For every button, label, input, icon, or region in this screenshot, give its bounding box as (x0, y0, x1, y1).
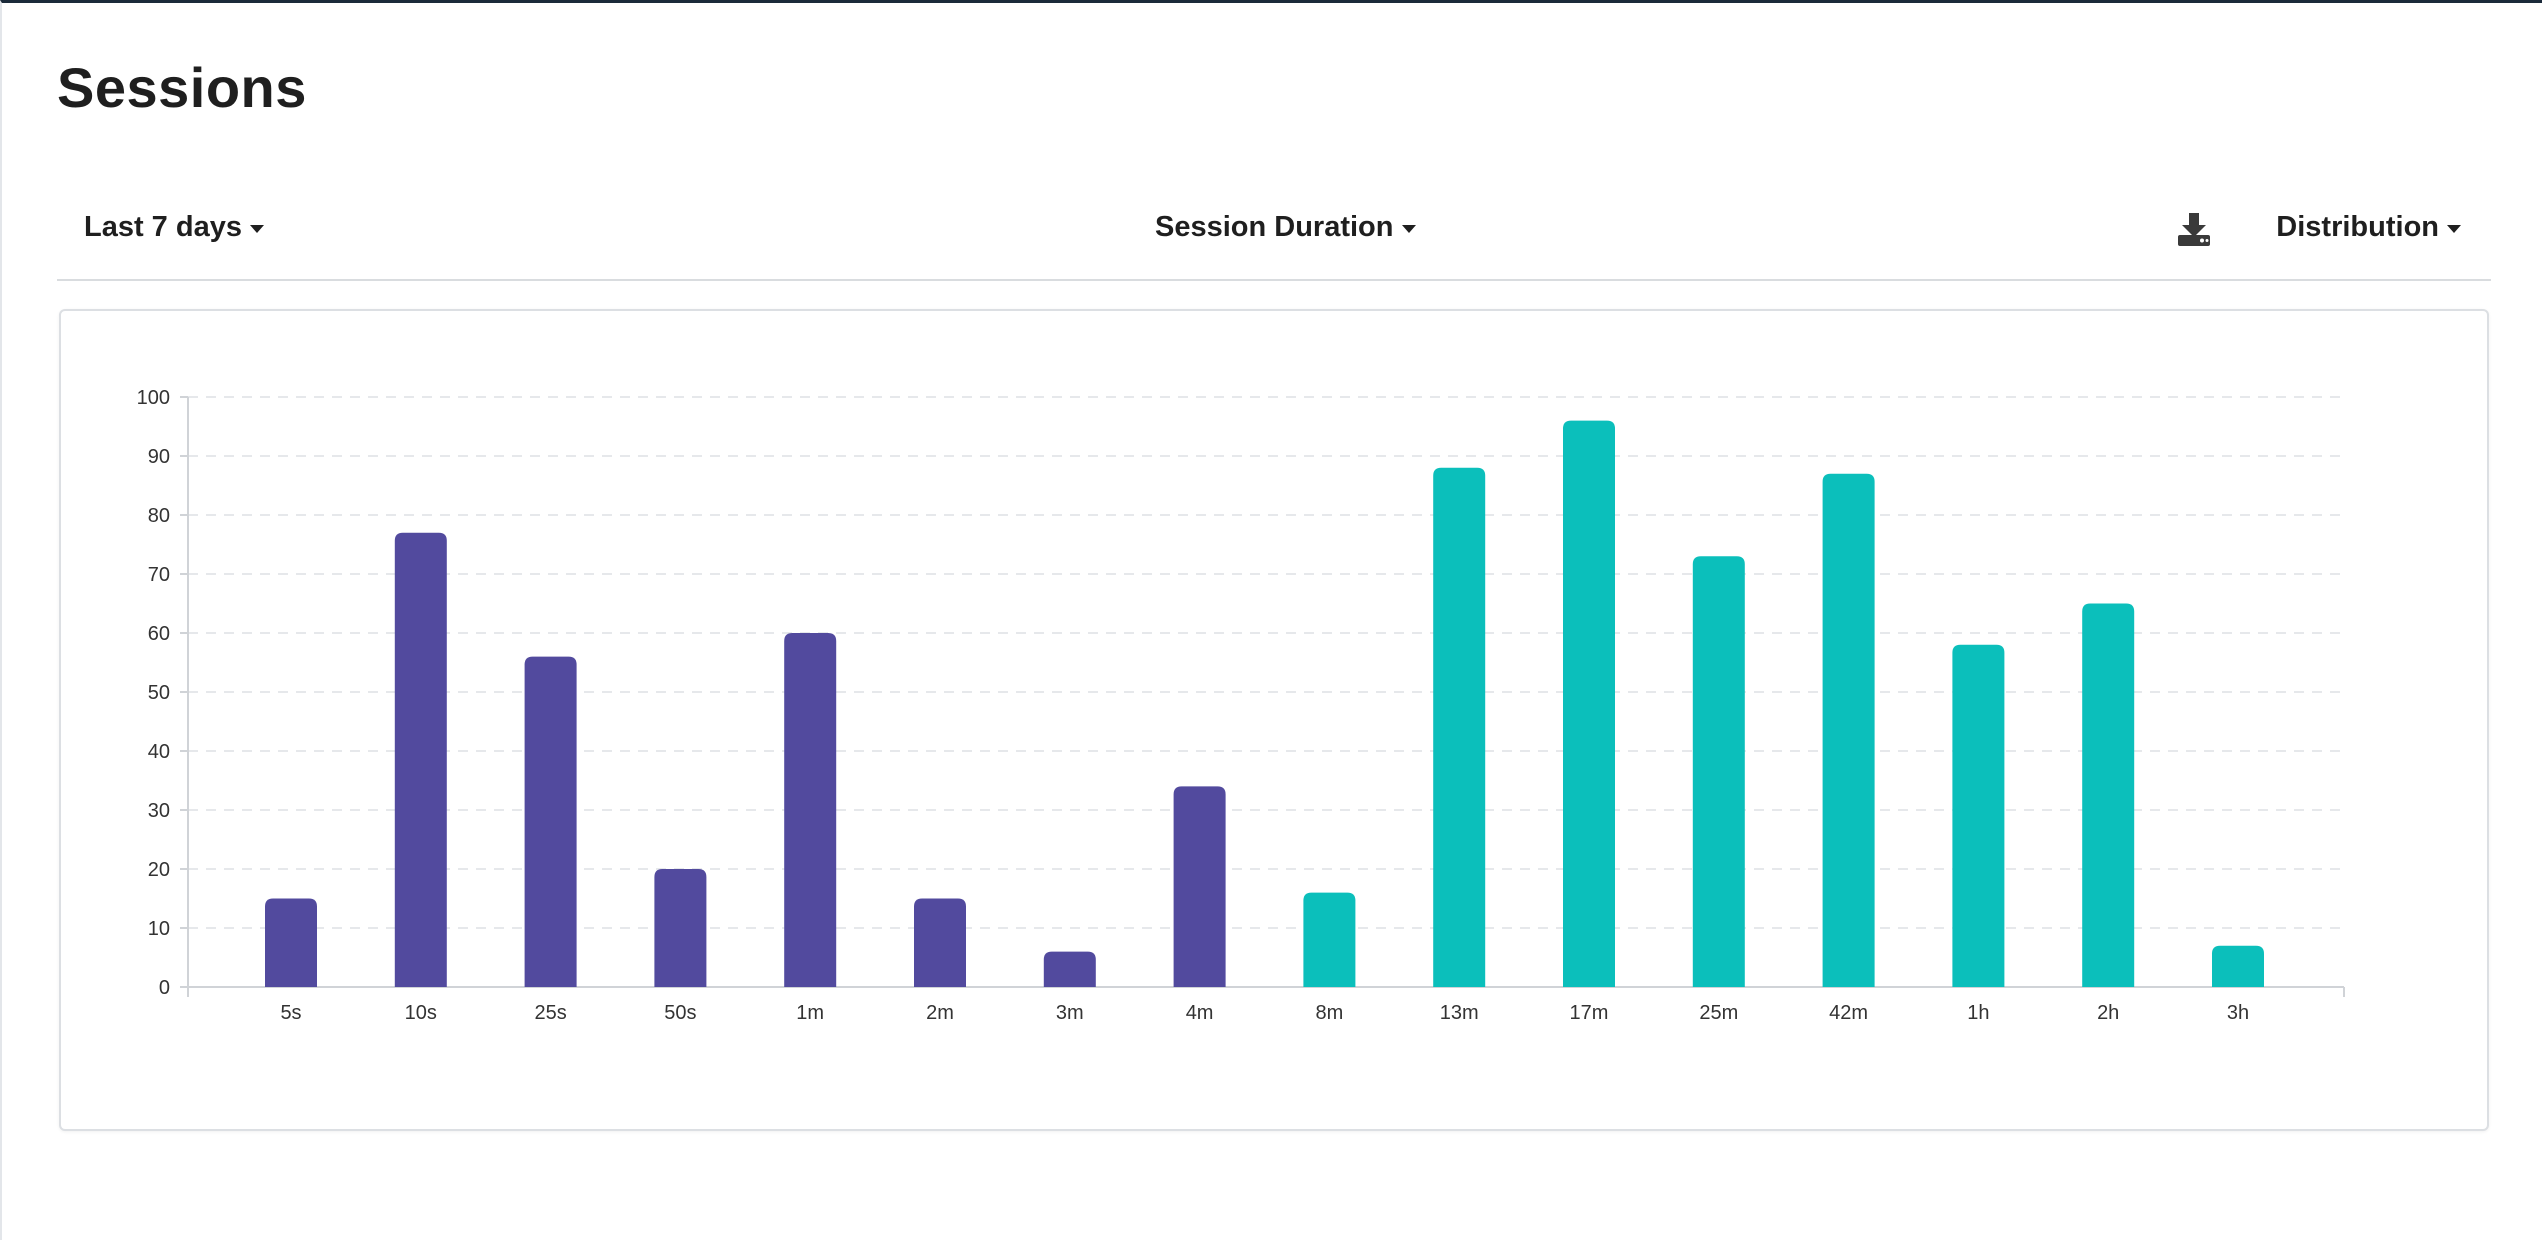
bar-13m (1433, 467, 1486, 987)
metric-label: Session Duration (1155, 211, 1394, 243)
y-tick-label: 100 (137, 387, 170, 409)
bar-8m (1303, 892, 1356, 987)
x-tick-label: 50s (664, 1002, 696, 1024)
page-title: Sessions (57, 56, 307, 119)
y-tick-label: 90 (148, 446, 170, 468)
download-button[interactable] (2177, 211, 2211, 247)
caret-down-icon (1401, 225, 1416, 233)
distribution-bar-chart: 0 10 20 30 40 50 60 70 80 90 100 5s 10s 25s 50s 1m 2m 3m 4… (137, 387, 2345, 1024)
y-tick-label: 50 (148, 682, 170, 704)
x-tick-label: 5s (280, 1002, 301, 1024)
x-tick-label: 1h (1967, 1002, 1989, 1024)
x-tick-label: 3h (2227, 1002, 2249, 1024)
bar-5s (265, 898, 317, 987)
x-tick-label: 1m (796, 1002, 824, 1024)
x-tick-label: 25m (1699, 1002, 1738, 1024)
bar-3m (1043, 951, 1096, 987)
bar-42m (1822, 473, 1875, 987)
date-range-dropdown[interactable]: Last 7 days (84, 211, 264, 244)
download-icon (2178, 213, 2210, 246)
y-tick-label: 0 (159, 977, 170, 999)
view-dropdown[interactable]: Distribution (2276, 211, 2461, 244)
x-tick-label: 17m (1570, 1002, 1609, 1024)
x-tick-label: 2h (2097, 1002, 2119, 1024)
x-tick-label: 8m (1316, 1002, 1344, 1024)
bar-2m (914, 898, 966, 987)
y-tick-label: 80 (148, 505, 170, 527)
x-tick-label: 13m (1440, 1002, 1479, 1024)
y-tick-label: 60 (148, 623, 170, 645)
caret-down-icon (2447, 225, 2461, 233)
x-tick-label: 3m (1056, 1002, 1084, 1024)
y-tick-label: 10 (148, 918, 170, 940)
bar-25s (524, 656, 577, 987)
toolbar: Last 7 days Session Duration Distributio… (57, 193, 2491, 281)
x-tick-label: 2m (926, 1002, 954, 1024)
bar-1h (1952, 644, 2005, 987)
bar-1m (784, 633, 837, 987)
bar-4m (1173, 786, 1226, 987)
bar-25m (1692, 556, 1745, 987)
x-tick-label: 10s (405, 1002, 437, 1024)
chart-card: 0 10 20 30 40 50 60 70 80 90 100 5s 10s 25s 50s 1m 2m 3m 4… (59, 309, 2489, 1131)
y-tick-label: 40 (148, 741, 170, 763)
date-range-label: Last 7 days (84, 211, 242, 243)
y-tick-label: 30 (148, 800, 170, 822)
metric-dropdown[interactable]: Session Duration (1155, 211, 1416, 244)
bar-17m (1563, 420, 1615, 988)
bar-2h (2082, 603, 2135, 987)
x-tick-label: 42m (1829, 1002, 1868, 1024)
view-label: Distribution (2276, 211, 2439, 243)
bar-3h (2212, 945, 2264, 987)
y-tick-label: 20 (148, 859, 170, 881)
bar-50s (654, 869, 707, 987)
x-tick-label: 25s (534, 1002, 566, 1024)
x-tick-label: 4m (1186, 1002, 1214, 1024)
caret-down-icon (249, 225, 264, 233)
bar-10s (394, 532, 447, 987)
y-tick-label: 70 (148, 564, 170, 586)
